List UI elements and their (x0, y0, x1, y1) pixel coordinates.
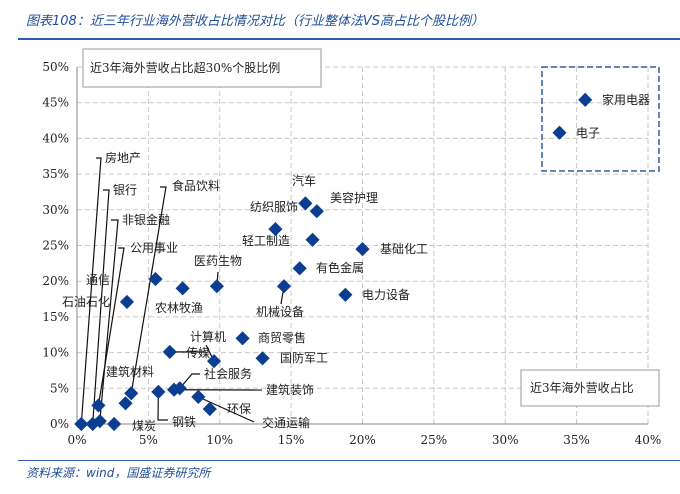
point-label: 美容护理 (330, 190, 378, 205)
point-label: 食品饮料 (172, 178, 220, 193)
point-label: 机械设备 (256, 304, 304, 319)
annotation-box (82, 48, 322, 88)
data-point (172, 381, 187, 396)
y-tick-label: 50% (42, 60, 69, 74)
point-label: 汽车 (292, 173, 316, 188)
x-tick-label: 10% (206, 433, 233, 447)
point-label: 基础化工 (380, 242, 428, 256)
point-label: 建筑材料 (106, 364, 154, 379)
annotation-text: 近3年海外营收占比 (530, 380, 634, 395)
data-point (148, 271, 163, 287)
point-label: 煤炭 (132, 419, 156, 433)
point-label: 银行 (113, 183, 137, 197)
point-label: 非银金融 (122, 212, 170, 227)
point-label: 商贸零售 (258, 330, 306, 345)
point-label: 轻工制造 (242, 234, 290, 248)
y-tick-label: 40% (42, 131, 69, 145)
point-label: 通信 (86, 273, 110, 287)
data-point (309, 204, 324, 219)
x-tick-label: 0% (67, 433, 86, 447)
data-point (298, 196, 313, 211)
y-tick-label: 20% (42, 274, 69, 288)
data-point (552, 125, 567, 140)
data-point (162, 344, 177, 359)
source-note: 资料来源：wind，国盛证券研究所 (26, 466, 211, 480)
leader-line (92, 189, 110, 425)
point-label: 有色金属 (316, 260, 364, 275)
annotation-box (520, 369, 660, 407)
y-tick-label: 25% (42, 239, 69, 253)
data-point (74, 416, 89, 432)
y-tick-label: 35% (42, 167, 69, 181)
data-point (578, 92, 593, 107)
data-point (305, 232, 320, 247)
point-label: 家用电器 (602, 92, 650, 107)
data-point (355, 241, 370, 257)
annotation-text: 近3年海外营收占比超30%个股比例 (90, 60, 280, 75)
x-tick-label: 15% (278, 433, 305, 447)
x-tick-label: 20% (349, 433, 376, 447)
y-tick-label: 45% (42, 96, 69, 110)
data-point (91, 398, 106, 413)
point-label: 传媒 (186, 345, 210, 360)
x-tick-label: 30% (492, 433, 519, 447)
data-point (235, 331, 250, 346)
x-tick-label: 25% (421, 433, 448, 447)
highlight-box (541, 66, 660, 172)
point-label: 环保 (227, 402, 251, 416)
title-divider (18, 38, 680, 40)
leader-line (130, 186, 167, 394)
point-label: 钢铁 (172, 415, 196, 429)
data-point (119, 294, 135, 309)
data-point (107, 416, 122, 432)
data-point (338, 287, 353, 302)
data-point (175, 281, 190, 296)
point-label: 电子 (576, 126, 600, 140)
x-tick-label: 35% (563, 433, 590, 447)
data-point (151, 384, 166, 399)
x-tick-label: 40% (635, 433, 662, 447)
leader-line (157, 391, 168, 421)
source-divider (18, 460, 680, 461)
leader-line (80, 157, 102, 425)
point-label: 国防军工 (280, 350, 328, 365)
point-label: 交通运输 (262, 415, 310, 430)
y-tick-label: 10% (42, 346, 69, 360)
data-point (268, 222, 283, 237)
point-label: 计算机 (190, 329, 226, 344)
leader-line (99, 219, 119, 422)
y-tick-label: 0% (50, 417, 69, 431)
point-label: 农林牧渔 (155, 301, 203, 315)
point-label: 社会服务 (204, 366, 252, 381)
point-label: 房地产 (105, 150, 141, 165)
point-label: 医药生物 (194, 254, 242, 268)
point-label: 电力设备 (362, 288, 410, 302)
data-point (209, 279, 224, 294)
figure-title: 图表108：近三年行业海外营收占比情况对比（行业整体法VS高占比个股比例） (26, 14, 484, 29)
data-point (92, 414, 107, 429)
leader-line (97, 247, 125, 406)
data-point (124, 386, 139, 401)
data-point (206, 354, 222, 369)
data-point (202, 401, 217, 417)
leader-line (198, 396, 255, 423)
data-point (118, 396, 133, 411)
data-point (191, 389, 206, 404)
data-point (276, 279, 292, 294)
x-tick-label: 5% (139, 433, 158, 447)
y-tick-label: 30% (42, 203, 69, 217)
leader-line (179, 373, 200, 389)
data-point (292, 261, 307, 276)
y-tick-label: 5% (50, 381, 69, 395)
point-label: 纺织服饰 (250, 200, 298, 214)
point-label: 石油石化 (62, 295, 110, 309)
point-label: 公用事业 (130, 241, 178, 255)
data-point (255, 351, 270, 366)
point-label: 建筑装饰 (266, 382, 314, 397)
y-tick-label: 15% (42, 310, 69, 324)
